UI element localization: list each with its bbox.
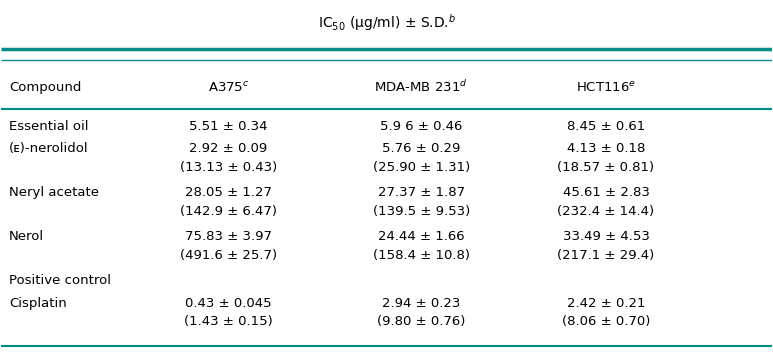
Text: (158.4 ± 10.8): (158.4 ± 10.8): [373, 249, 470, 262]
Text: IC$_{50}$ (μg/ml) ± S.D.$^{b}$: IC$_{50}$ (μg/ml) ± S.D.$^{b}$: [318, 12, 455, 33]
Text: HCT116$^{e}$: HCT116$^{e}$: [576, 80, 636, 95]
Text: 27.37 ± 1.87: 27.37 ± 1.87: [377, 186, 465, 199]
Text: (139.5 ± 9.53): (139.5 ± 9.53): [373, 205, 470, 218]
Text: 24.44 ± 1.66: 24.44 ± 1.66: [378, 230, 465, 243]
Text: A375$^{c}$: A375$^{c}$: [208, 80, 250, 95]
Text: (18.57 ± 0.81): (18.57 ± 0.81): [557, 160, 655, 173]
Text: 8.45 ± 0.61: 8.45 ± 0.61: [567, 120, 645, 132]
Text: 75.83 ± 3.97: 75.83 ± 3.97: [185, 230, 272, 243]
Text: 28.05 ± 1.27: 28.05 ± 1.27: [185, 186, 272, 199]
Text: (217.1 ± 29.4): (217.1 ± 29.4): [557, 249, 655, 262]
Text: Neryl acetate: Neryl acetate: [9, 186, 99, 199]
Text: (491.6 ± 25.7): (491.6 ± 25.7): [180, 249, 278, 262]
Text: (25.90 ± 1.31): (25.90 ± 1.31): [373, 160, 470, 173]
Text: MDA-MB 231$^{d}$: MDA-MB 231$^{d}$: [374, 80, 468, 95]
Text: 45.61 ± 2.83: 45.61 ± 2.83: [563, 186, 649, 199]
Text: 2.42 ± 0.21: 2.42 ± 0.21: [567, 297, 645, 310]
Text: 2.92 ± 0.09: 2.92 ± 0.09: [189, 142, 267, 155]
Text: (8.06 ± 0.70): (8.06 ± 0.70): [562, 315, 650, 329]
Text: (ᴇ)-nerolidol: (ᴇ)-nerolidol: [9, 142, 89, 155]
Text: Positive control: Positive control: [9, 274, 111, 287]
Text: 33.49 ± 4.53: 33.49 ± 4.53: [563, 230, 649, 243]
Text: (142.9 ± 6.47): (142.9 ± 6.47): [180, 205, 277, 218]
Text: (13.13 ± 0.43): (13.13 ± 0.43): [180, 160, 278, 173]
Text: Nerol: Nerol: [9, 230, 44, 243]
Text: 5.76 ± 0.29: 5.76 ± 0.29: [382, 142, 461, 155]
Text: 0.43 ± 0.045: 0.43 ± 0.045: [186, 297, 272, 310]
Text: (9.80 ± 0.76): (9.80 ± 0.76): [377, 315, 465, 329]
Text: Essential oil: Essential oil: [9, 120, 89, 132]
Text: 5.51 ± 0.34: 5.51 ± 0.34: [189, 120, 268, 132]
Text: Cisplatin: Cisplatin: [9, 297, 66, 310]
Text: Compound: Compound: [9, 81, 81, 94]
Text: (1.43 ± 0.15): (1.43 ± 0.15): [184, 315, 273, 329]
Text: 4.13 ± 0.18: 4.13 ± 0.18: [567, 142, 645, 155]
Text: 5.9 6 ± 0.46: 5.9 6 ± 0.46: [380, 120, 462, 132]
Text: 2.94 ± 0.23: 2.94 ± 0.23: [382, 297, 461, 310]
Text: (232.4 ± 14.4): (232.4 ± 14.4): [557, 205, 655, 218]
